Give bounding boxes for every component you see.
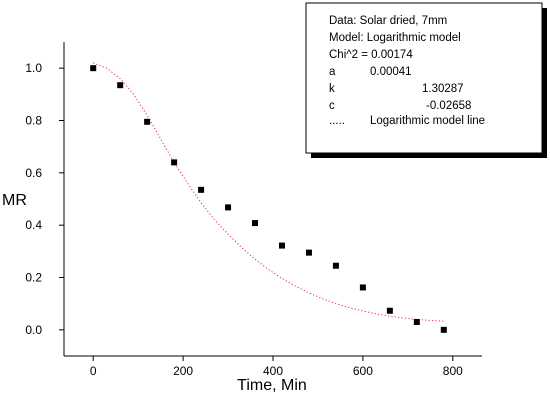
y-tick-label: 0.2 [25,271,42,285]
y-tick-label: 0.6 [25,166,42,180]
legend-param-a-value: 0.00041 [370,66,412,78]
data-point [440,326,447,333]
legend-line-chi2: Chi^2 = 0.00174 [329,49,413,61]
y-tick-label: 1.0 [25,61,42,75]
x-axis-title: Time, Min [237,377,307,394]
data-point [305,249,312,256]
legend-line-label: Logarithmic model line [370,115,485,127]
data-point [117,82,124,89]
x-tick-label: 600 [353,364,373,378]
x-tick-label: 0 [90,364,97,378]
x-tick-label: 400 [263,364,283,378]
data-point [225,204,232,211]
y-axis-title: MR [2,192,27,209]
x-tick-label: 800 [443,364,463,378]
legend-panel [305,2,543,154]
data-point [144,118,151,125]
legend-param-k-name: k [329,83,335,95]
y-tick-label: 0.4 [25,218,42,232]
data-point [198,186,205,193]
y-tick-label: 0.8 [25,114,42,128]
data-point [332,262,339,269]
legend-param-a-name: a [329,66,336,78]
x-axis-ticks: 0 200 400 600 800 [90,356,463,378]
legend-line-model: Model: Logarithmic model [329,32,461,44]
legend-param-c-name: c [329,100,335,112]
data-point [171,159,178,166]
legend-box: Data: Solar dried, 7mm Model: Logarithmi… [305,2,547,158]
data-point [278,242,285,249]
data-point [359,284,366,291]
data-point [90,65,97,72]
y-axis-ticks: 0.0 0.2 0.4 0.6 0.8 1.0 [25,61,64,337]
data-point [386,307,393,314]
x-tick-label: 200 [173,364,193,378]
legend-param-c-value: -0.02658 [426,100,471,112]
data-points [90,65,447,333]
legend-param-k-value: 1.30287 [422,83,464,95]
legend-line-marker: ..... [329,115,345,127]
legend-line-data: Data: Solar dried, 7mm [329,15,447,27]
model-line [93,62,444,322]
y-tick-label: 0.0 [25,323,42,337]
data-point [413,318,420,325]
data-point [252,220,259,227]
